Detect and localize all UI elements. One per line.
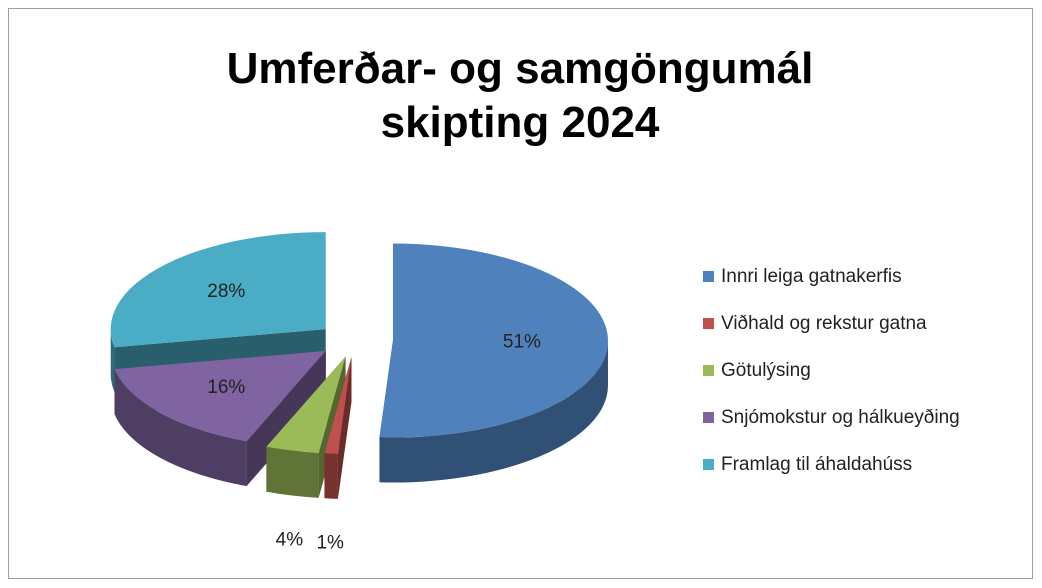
data-label: 28% <box>207 281 245 302</box>
legend-label: Innri leiga gatnakerfis <box>721 266 902 287</box>
legend-swatch <box>703 271 714 282</box>
legend-swatch <box>703 412 714 423</box>
data-label: 1% <box>316 532 344 553</box>
chart-title: Umferðar- og samgöngumál skipting 2024 <box>226 44 814 147</box>
slice-top <box>114 350 326 442</box>
pie: 51% 1% 4% 16% 28% <box>110 232 608 553</box>
slice <box>114 350 326 487</box>
slice <box>379 243 608 483</box>
slice-wall <box>379 340 608 483</box>
slice-top <box>379 243 608 438</box>
slice <box>324 357 352 499</box>
data-label: 4% <box>276 529 304 550</box>
legend-label: Götulýsing <box>721 360 811 381</box>
slice-wall <box>266 446 319 498</box>
slice-wall <box>110 329 115 393</box>
slice-wall <box>324 453 338 499</box>
legend-label: Framlag til áhaldahúss <box>721 454 912 475</box>
slice-top <box>324 357 352 454</box>
slice-top <box>110 232 326 348</box>
legend: Innri leiga gatnakerfis Viðhald og rekstu… <box>703 266 960 475</box>
data-label: 16% <box>207 377 245 398</box>
legend-swatch <box>703 365 714 376</box>
slice-wall <box>114 369 247 487</box>
legend-swatch <box>703 318 714 329</box>
slice-top <box>266 356 346 453</box>
legend-swatch <box>703 459 714 470</box>
data-label: 51% <box>503 331 541 352</box>
legend-label: Snjómokstur og hálkueyðing <box>721 407 960 428</box>
legend-label: Viðhald og rekstur gatna <box>721 313 927 334</box>
